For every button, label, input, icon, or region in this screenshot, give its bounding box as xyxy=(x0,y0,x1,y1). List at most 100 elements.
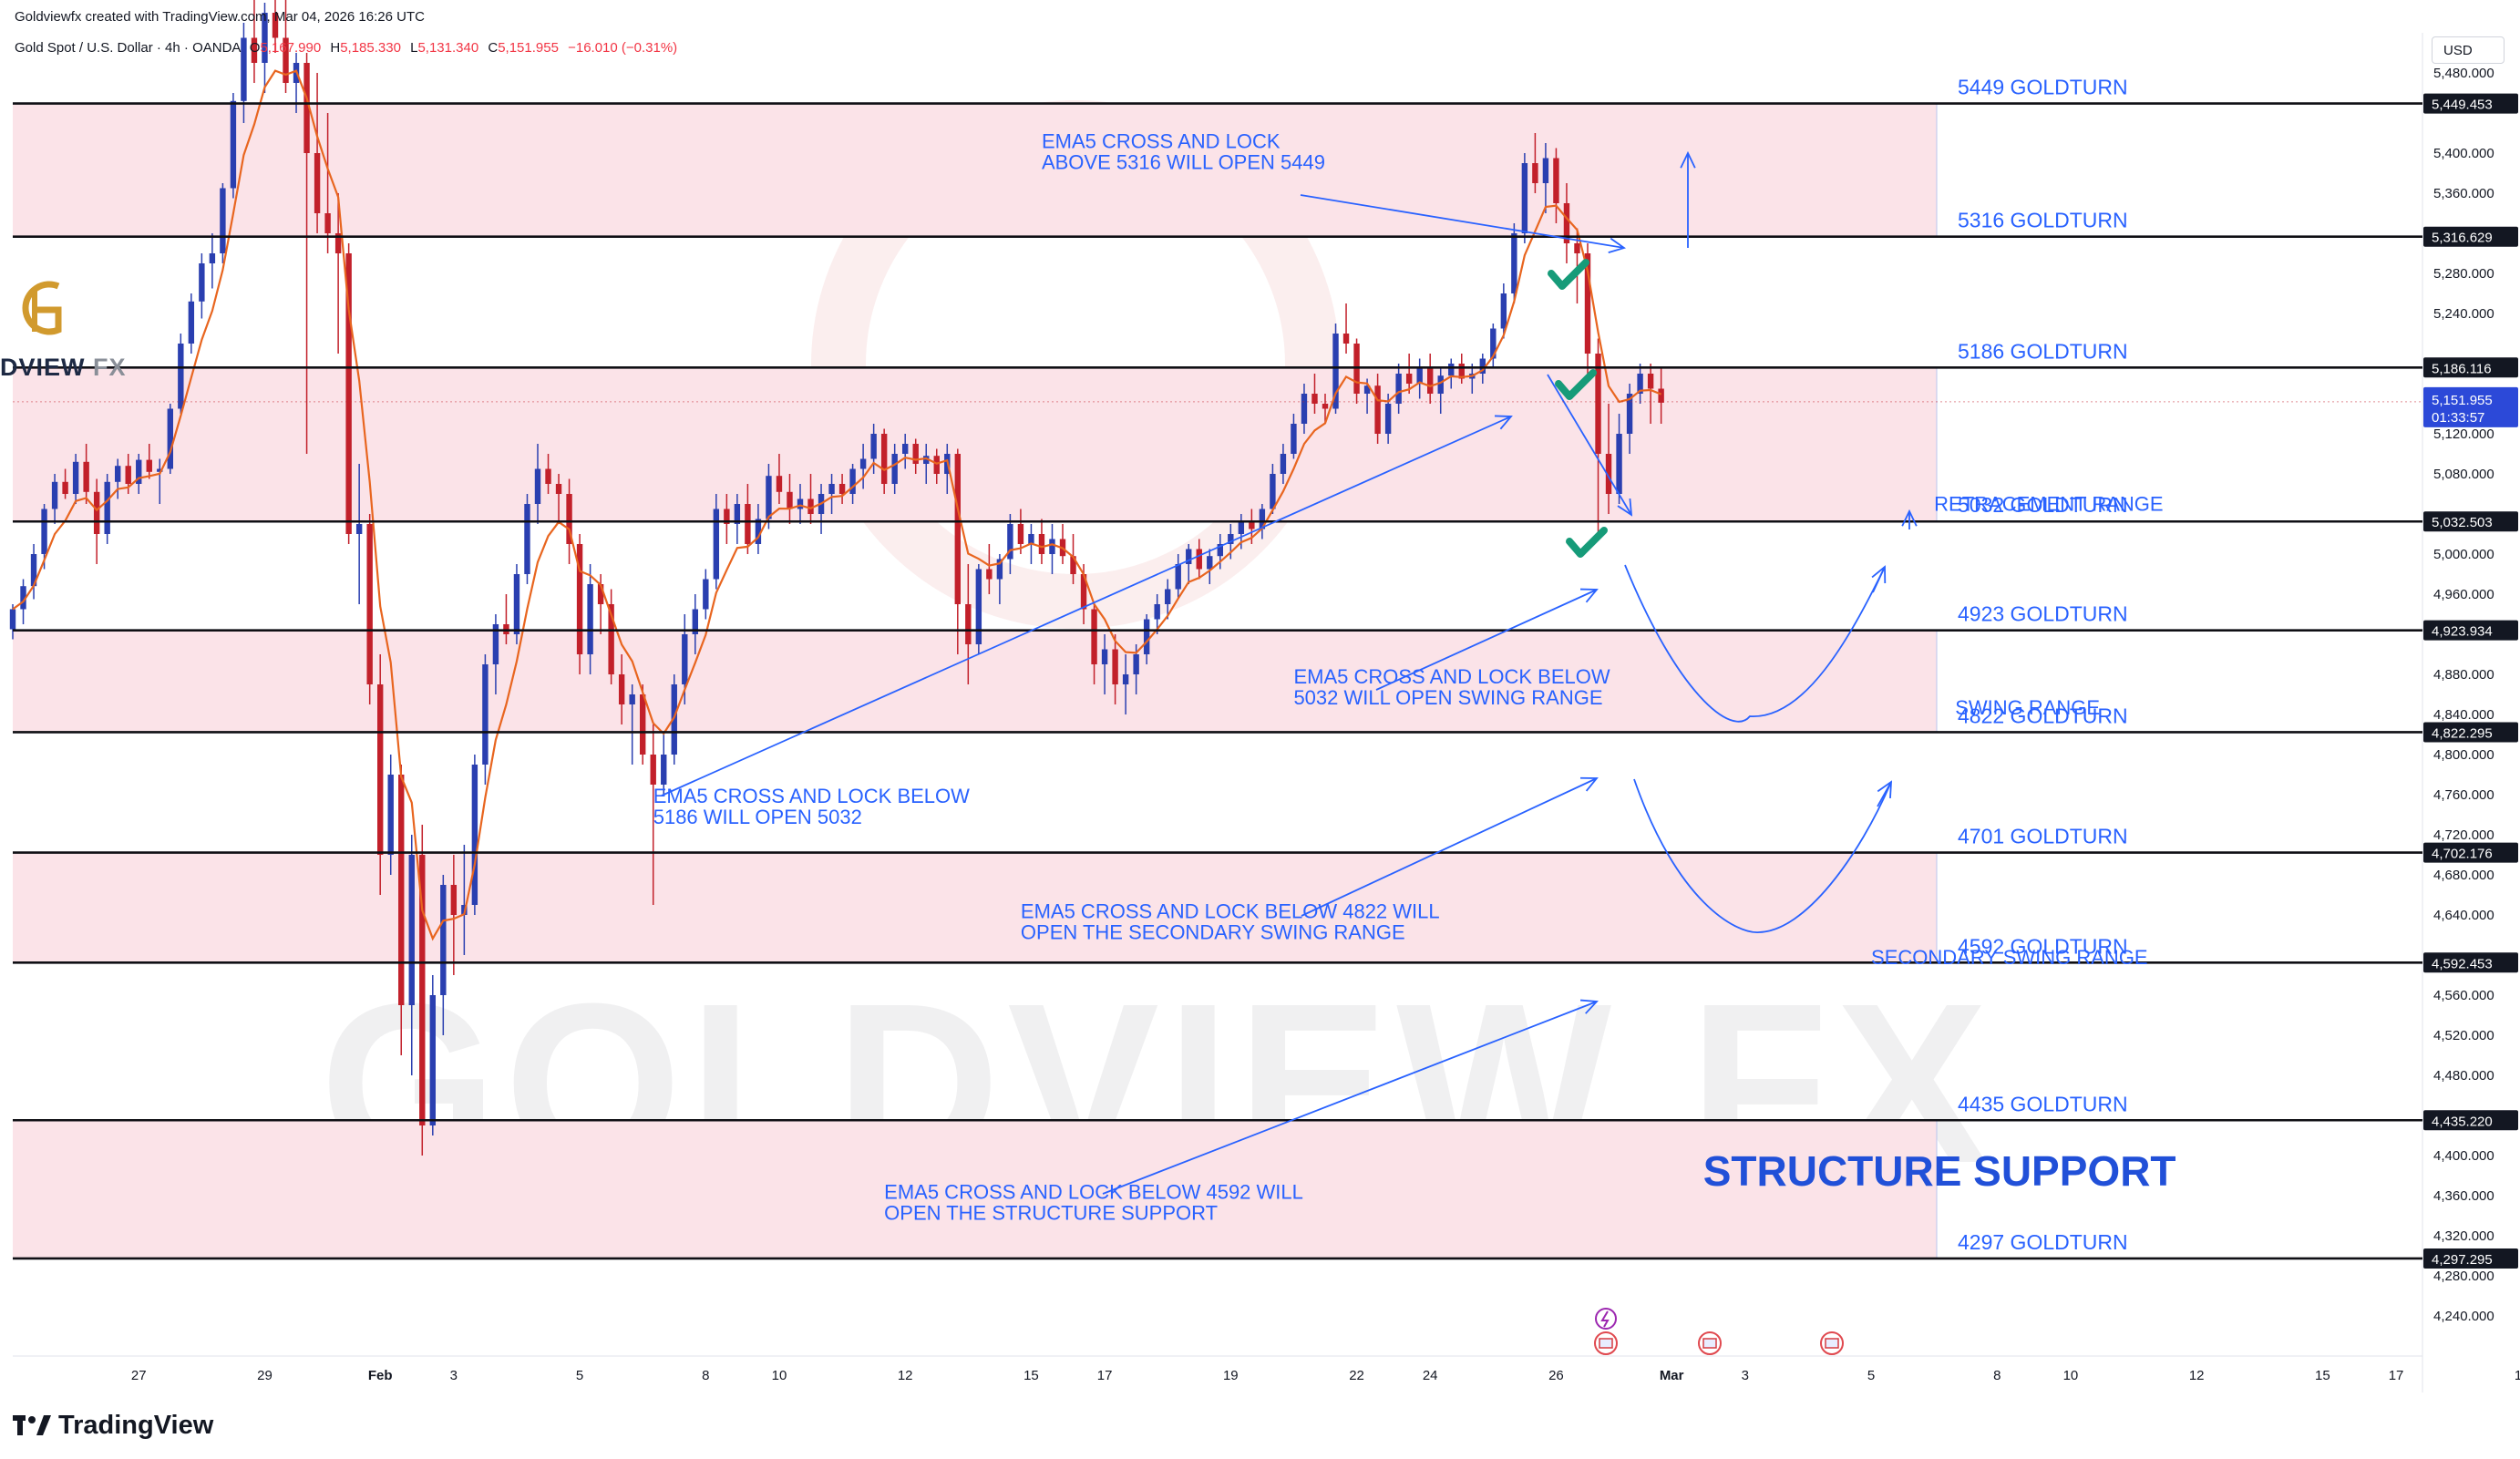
tradingview-logo[interactable]: TradingView xyxy=(13,1411,213,1441)
candle-body[interactable] xyxy=(30,554,37,587)
candle-body[interactable] xyxy=(766,476,772,519)
candle-body[interactable] xyxy=(1616,434,1622,494)
candle-body[interactable] xyxy=(745,504,751,544)
candle-body[interactable] xyxy=(1301,394,1308,424)
candle-body[interactable] xyxy=(1270,474,1276,509)
candle-body[interactable] xyxy=(1542,158,1549,184)
candle-body[interactable] xyxy=(597,584,604,604)
candle-body[interactable] xyxy=(1500,293,1507,329)
candle-body[interactable] xyxy=(1122,674,1129,684)
candle-body[interactable] xyxy=(199,263,205,302)
candle-body[interactable] xyxy=(419,855,426,1125)
candle-body[interactable] xyxy=(608,604,614,674)
candle-body[interactable] xyxy=(251,37,258,64)
candle-body[interactable] xyxy=(440,885,447,995)
candle-body[interactable] xyxy=(1363,385,1371,394)
candle-body[interactable] xyxy=(1133,654,1139,674)
candle-body[interactable] xyxy=(20,586,26,610)
candle-body[interactable] xyxy=(1112,649,1118,685)
candle-body[interactable] xyxy=(471,765,478,905)
candle-body[interactable] xyxy=(167,408,173,469)
candle-body[interactable] xyxy=(1532,163,1538,183)
candle-body[interactable] xyxy=(640,694,646,755)
candle-body[interactable] xyxy=(870,434,877,459)
candle-body[interactable] xyxy=(1637,374,1643,394)
candle-body[interactable] xyxy=(891,454,898,484)
goldturn-lines[interactable]: 5449 GOLDTURN 5,449.453 5316 GOLDTURN 5,316… xyxy=(13,76,2518,1269)
candle-body[interactable] xyxy=(157,468,163,472)
candle-body[interactable] xyxy=(387,775,394,855)
candle-body[interactable] xyxy=(828,484,835,494)
last-price-tag[interactable] xyxy=(2423,386,2518,427)
candle-body[interactable] xyxy=(272,13,279,38)
candle-body[interactable] xyxy=(1521,163,1528,233)
candle-body[interactable] xyxy=(1091,609,1097,665)
candle-body[interactable] xyxy=(1605,454,1612,494)
candle-body[interactable] xyxy=(1405,374,1413,384)
candle-body[interactable] xyxy=(1563,203,1570,243)
candle-body[interactable] xyxy=(1647,374,1654,389)
candle-body[interactable] xyxy=(324,213,331,233)
candle-body[interactable] xyxy=(104,481,110,534)
candle-body[interactable] xyxy=(587,584,593,654)
candle-body[interactable] xyxy=(954,454,961,604)
candle-body[interactable] xyxy=(933,456,940,474)
candle-body[interactable] xyxy=(902,444,909,454)
candle-body[interactable] xyxy=(345,253,352,534)
candle-body[interactable] xyxy=(1658,388,1664,403)
candle-body[interactable] xyxy=(1322,404,1329,409)
candle-body[interactable] xyxy=(41,509,47,555)
candle-body[interactable] xyxy=(334,233,342,253)
symbol-legend[interactable]: Gold Spot / U.S. Dollar · 4h · OANDA O5,… xyxy=(15,40,677,56)
candle-body[interactable] xyxy=(1154,604,1160,620)
candle-body[interactable] xyxy=(1186,549,1192,565)
candle-body[interactable] xyxy=(1448,364,1455,376)
candle-body[interactable] xyxy=(838,484,846,494)
candle-body[interactable] xyxy=(83,461,89,492)
candle-body[interactable] xyxy=(188,301,195,344)
candle-body[interactable] xyxy=(115,466,121,482)
candle-body[interactable] xyxy=(1553,158,1559,204)
candle-body[interactable] xyxy=(555,484,562,494)
candle-body[interactable] xyxy=(1165,589,1171,605)
candle-body[interactable] xyxy=(1249,521,1255,529)
candle-body[interactable] xyxy=(450,885,458,915)
candle-body[interactable] xyxy=(125,466,131,484)
candle-body[interactable] xyxy=(1280,454,1287,474)
time-axis[interactable]: 27 29 Feb 3 5 8 10 12 15 17 19 22 24 26 Mar 3 5 8 10 12 15 17… xyxy=(131,1368,2520,1383)
candle-body[interactable] xyxy=(1038,534,1045,554)
candle-body[interactable] xyxy=(703,579,709,610)
candle-body[interactable] xyxy=(545,468,551,485)
candle-body[interactable] xyxy=(146,459,152,472)
candle-body[interactable] xyxy=(1458,364,1465,379)
candle-body[interactable] xyxy=(482,664,489,765)
candle-body[interactable] xyxy=(1217,544,1223,557)
candle-body[interactable] xyxy=(1342,334,1350,344)
candle-body[interactable] xyxy=(755,519,762,545)
candle-body[interactable] xyxy=(996,559,1003,580)
candle-body[interactable] xyxy=(1143,619,1150,655)
candle-body[interactable] xyxy=(93,491,100,534)
candle-body[interactable] xyxy=(1017,524,1024,544)
candle-body[interactable] xyxy=(1259,509,1266,529)
candle-body[interactable] xyxy=(283,37,289,84)
candle-body[interactable] xyxy=(241,37,247,101)
candle-body[interactable] xyxy=(1437,375,1444,394)
candle-body[interactable] xyxy=(787,491,793,509)
candle-body[interactable] xyxy=(303,63,310,153)
candle-body[interactable] xyxy=(9,609,16,630)
candle-body[interactable] xyxy=(671,684,677,755)
candle-body[interactable] xyxy=(1332,334,1339,409)
candle-body[interactable] xyxy=(1427,368,1434,395)
candle-body[interactable] xyxy=(72,461,79,494)
candle-body[interactable] xyxy=(524,504,530,574)
candle-body[interactable] xyxy=(1196,549,1202,570)
candle-body[interactable] xyxy=(62,481,68,494)
candle-body[interactable] xyxy=(1311,394,1318,404)
candles[interactable] xyxy=(9,0,1664,1156)
candle-body[interactable] xyxy=(849,468,856,495)
candle-body[interactable] xyxy=(178,344,184,409)
candle-body[interactable] xyxy=(1490,328,1497,359)
candle-body[interactable] xyxy=(314,153,321,213)
candle-body[interactable] xyxy=(209,253,216,263)
